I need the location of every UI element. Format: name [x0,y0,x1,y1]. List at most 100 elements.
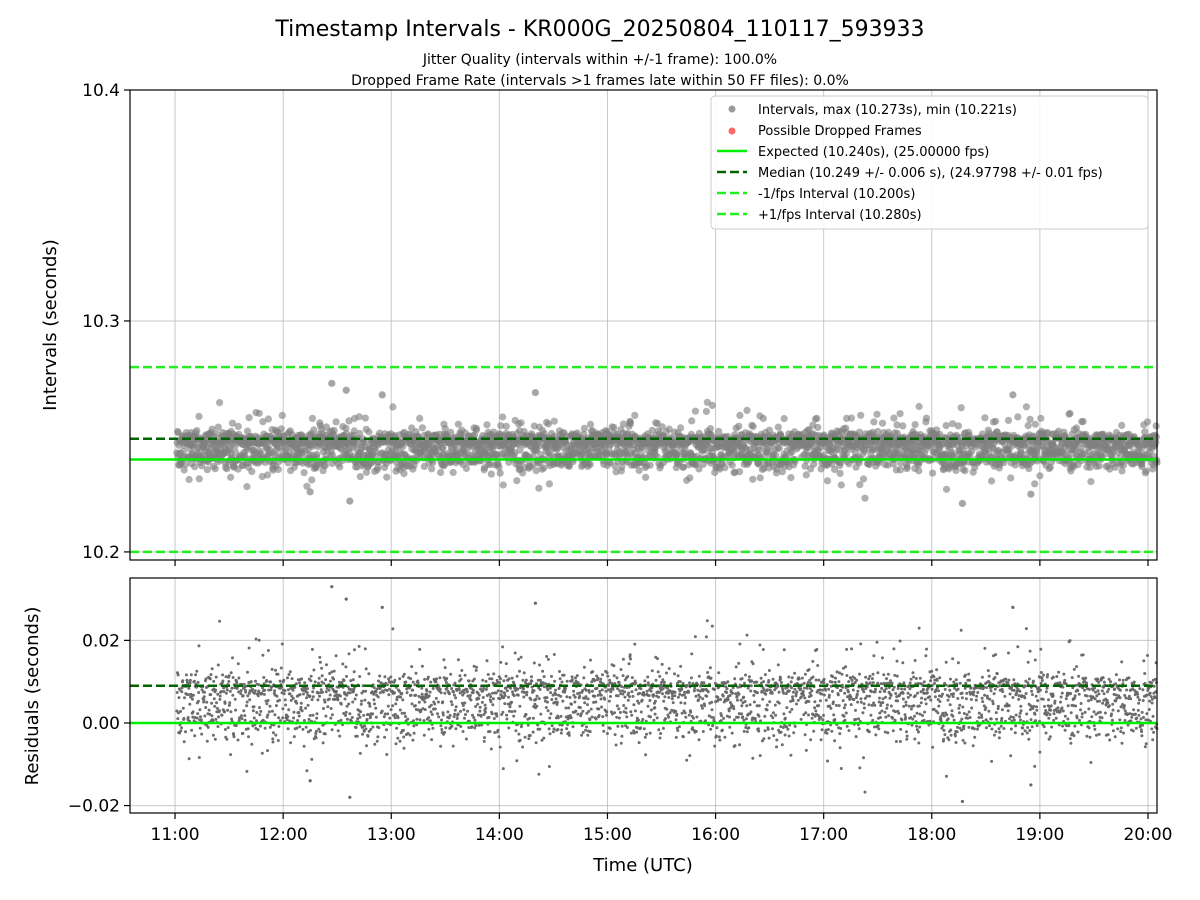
residual-point [393,678,397,682]
legend: Intervals, max (10.273s), min (10.221s) … [710,95,1149,230]
residual-point [304,706,308,710]
residual-point [302,719,306,722]
residual-point [246,694,250,698]
residual-point [305,691,309,694]
residual-point [326,705,330,709]
residual-point [454,696,458,700]
residual-point [298,693,302,697]
residual-point [667,696,671,699]
residual-point [498,681,502,685]
residual-point [383,735,387,739]
residual-point [292,735,296,739]
residual-point [439,724,443,728]
interval-point [532,467,540,475]
residual-point [188,681,192,685]
interval-extreme-point [378,391,386,399]
residuals-panel: 11:00 12:00 13:00 14:00 15:00 16:00 17:00 18:00… [22,577,1172,876]
interval-point [313,450,321,458]
residual-point [550,674,553,678]
interval-point [487,470,495,478]
interval-point [447,428,455,436]
residual-point [559,731,563,735]
residual-point [427,694,431,698]
residual-point [616,694,620,698]
residual-point [430,738,434,742]
interval-point [749,422,757,431]
residual-point [204,677,208,681]
residual-point [367,672,371,676]
residual-point [586,697,590,701]
residual-point [370,690,374,694]
residual-point [641,717,645,721]
residual-point [612,664,616,668]
residual-point [576,712,580,716]
residual-point [523,691,526,694]
residual-point [523,735,527,739]
residual-point [227,703,231,707]
residual-point [222,690,226,693]
residual-point [453,681,457,685]
residual-point [425,689,429,693]
residual-point [440,728,444,731]
residual-point [465,690,469,694]
interval-point [679,463,688,471]
residual-point [204,706,208,709]
residual-point [613,733,617,737]
residual-point [601,723,605,727]
residual-point [223,701,227,705]
residual-point [488,730,492,733]
residual-point [617,707,621,711]
residual-point [477,697,481,701]
residual-point [653,699,657,703]
residual-point [657,695,660,699]
residual-point [617,680,621,684]
residual-point [393,712,397,716]
residual-point [476,702,480,706]
residual-point [639,687,643,691]
residual-point [343,697,347,701]
residual-point [595,674,599,678]
residual-point [378,674,382,678]
residual-point [431,687,435,690]
legend-label-plus-fps: +1/fps Interval (10.280s) [758,208,922,223]
residual-point [529,682,533,686]
residual-point [291,696,295,700]
residual-point [356,717,360,721]
residual-point [262,692,266,696]
interval-point [735,422,743,430]
interval-point [198,462,206,470]
residual-point [271,737,275,741]
residual-point [290,677,294,681]
residual-point [300,677,304,681]
residual-point [551,730,555,734]
residual-point [237,718,241,722]
residual-point [468,694,472,697]
residual-point [244,684,248,688]
residual-point [182,717,186,720]
residual-point [512,694,516,698]
residual-point [197,691,201,694]
residual-point [581,689,585,692]
interval-point [658,423,666,431]
interval-point [191,463,199,471]
residual-point [175,691,179,694]
residual-point [420,664,424,668]
residual-point [657,691,661,694]
interval-point [708,401,716,409]
residual-point [680,687,684,691]
residual-point [623,690,627,694]
residual-point [502,696,506,700]
residual-point [594,700,598,704]
interval-point [831,465,839,474]
residual-point [424,696,427,700]
residual-point [330,728,334,732]
residual-point [240,717,244,721]
residual-point [288,692,292,696]
residual-point [183,696,186,700]
residual-point [363,647,367,651]
residual-point [626,698,630,702]
residual-point [458,674,462,678]
residual-point [550,698,554,701]
residual-point [261,686,265,690]
residual-point [470,725,474,729]
